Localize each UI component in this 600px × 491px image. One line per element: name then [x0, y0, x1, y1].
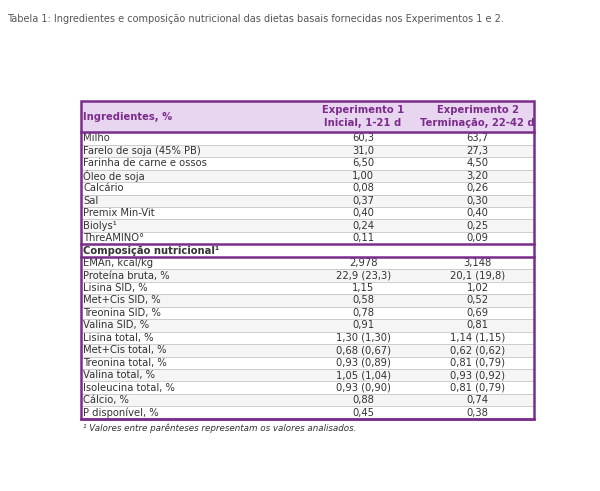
Text: 4,50: 4,50 [467, 159, 488, 168]
Bar [80, 219, 535, 232]
Text: 63,7: 63,7 [467, 134, 489, 143]
Bar [80, 245, 535, 257]
Text: 1,02: 1,02 [467, 283, 489, 293]
Text: Treonina total, %: Treonina total, % [83, 358, 167, 368]
Text: 1,30 (1,30): 1,30 (1,30) [335, 333, 391, 343]
Text: Milho: Milho [83, 134, 110, 143]
Bar [80, 207, 535, 219]
Text: 27,3: 27,3 [467, 146, 489, 156]
Text: 20,1 (19,8): 20,1 (19,8) [450, 271, 505, 280]
Text: 0,58: 0,58 [352, 296, 374, 305]
Text: 0,11: 0,11 [352, 233, 374, 243]
Text: 3,20: 3,20 [467, 171, 488, 181]
Text: 0,24: 0,24 [352, 221, 374, 231]
Bar [80, 132, 535, 145]
Text: 0,38: 0,38 [467, 408, 488, 418]
Text: 22,9 (23,3): 22,9 (23,3) [335, 271, 391, 280]
Text: Lisina total, %: Lisina total, % [83, 333, 154, 343]
Text: Met+Cis total, %: Met+Cis total, % [83, 345, 167, 355]
Text: 0,93 (0,92): 0,93 (0,92) [450, 370, 505, 380]
Text: 0,93 (0,90): 0,93 (0,90) [335, 382, 391, 393]
Text: Ingredientes, %: Ingredientes, % [83, 112, 173, 122]
Text: 31,0: 31,0 [352, 146, 374, 156]
Text: 0,69: 0,69 [467, 308, 489, 318]
Text: Valina total, %: Valina total, % [83, 370, 155, 380]
Text: Premix Min-Vit: Premix Min-Vit [83, 208, 155, 218]
Text: Calcário: Calcário [83, 183, 124, 193]
Text: Farinha de carne e ossos: Farinha de carne e ossos [83, 159, 207, 168]
Text: 6,50: 6,50 [352, 159, 374, 168]
Text: 0,81: 0,81 [467, 321, 488, 330]
Text: Experimento 2
Terminação, 22-42 d: Experimento 2 Terminação, 22-42 d [421, 106, 535, 128]
Text: 0,78: 0,78 [352, 308, 374, 318]
Text: EMAn, kcal/kg: EMAn, kcal/kg [83, 258, 154, 268]
Text: Experimento 1
Inicial, 1-21 d: Experimento 1 Inicial, 1-21 d [322, 106, 404, 128]
Text: 3,148: 3,148 [464, 258, 492, 268]
Bar [80, 356, 535, 369]
Bar [80, 282, 535, 294]
Text: 1,14 (1,15): 1,14 (1,15) [450, 333, 505, 343]
Bar [80, 170, 535, 182]
Text: 1,15: 1,15 [352, 283, 374, 293]
Text: Farelo de soja (45% PB): Farelo de soja (45% PB) [83, 146, 201, 156]
Text: 0,81 (0,79): 0,81 (0,79) [450, 358, 505, 368]
Bar [80, 307, 535, 319]
Text: Composição nutricional¹: Composição nutricional¹ [83, 246, 220, 256]
Bar [80, 270, 535, 282]
Text: Isoleucina total, %: Isoleucina total, % [83, 382, 175, 393]
Bar [80, 344, 535, 356]
Text: 0,62 (0,62): 0,62 (0,62) [450, 345, 505, 355]
Text: Óleo de soja: Óleo de soja [83, 170, 145, 182]
Bar [80, 101, 535, 419]
Bar [80, 194, 535, 207]
Bar [80, 394, 535, 407]
Text: 0,25: 0,25 [467, 221, 489, 231]
Text: P disponível, %: P disponível, % [83, 408, 159, 418]
Text: 0,93 (0,89): 0,93 (0,89) [335, 358, 391, 368]
Text: ThreAMINO°: ThreAMINO° [83, 233, 145, 243]
Text: Biolys¹: Biolys¹ [83, 221, 117, 231]
Text: 0,40: 0,40 [352, 208, 374, 218]
Bar [80, 232, 535, 245]
Text: 60,3: 60,3 [352, 134, 374, 143]
Bar [80, 369, 535, 382]
Text: Cálcio, %: Cálcio, % [83, 395, 129, 405]
Text: 0,30: 0,30 [467, 196, 488, 206]
Text: Sal: Sal [83, 196, 98, 206]
Text: 1,00: 1,00 [352, 171, 374, 181]
Text: 0,09: 0,09 [467, 233, 488, 243]
Text: 1,05 (1,04): 1,05 (1,04) [335, 370, 391, 380]
Bar [80, 407, 535, 419]
Bar [80, 257, 535, 270]
Text: Valina SID, %: Valina SID, % [83, 321, 149, 330]
Text: Tabela 1: Ingredientes e composição nutricional das dietas basais fornecidas nos: Tabela 1: Ingredientes e composição nutr… [7, 14, 504, 24]
Text: 0,45: 0,45 [352, 408, 374, 418]
Text: Lisina SID, %: Lisina SID, % [83, 283, 148, 293]
Bar [80, 382, 535, 394]
Bar [80, 101, 535, 132]
Bar [80, 157, 535, 170]
Bar [80, 319, 535, 331]
Text: 0,08: 0,08 [352, 183, 374, 193]
Text: 0,74: 0,74 [467, 395, 488, 405]
Text: 0,91: 0,91 [352, 321, 374, 330]
Bar [80, 294, 535, 307]
Text: 0,37: 0,37 [352, 196, 374, 206]
Text: ¹ Valores entre parênteses representam os valores analisados.: ¹ Valores entre parênteses representam o… [83, 423, 356, 433]
Text: 0,52: 0,52 [467, 296, 489, 305]
Bar [80, 145, 535, 157]
Text: 0,40: 0,40 [467, 208, 488, 218]
Text: 0,88: 0,88 [352, 395, 374, 405]
Text: Treonina SID, %: Treonina SID, % [83, 308, 161, 318]
Text: 0,26: 0,26 [467, 183, 489, 193]
Text: 0,81 (0,79): 0,81 (0,79) [450, 382, 505, 393]
Text: Proteína bruta, %: Proteína bruta, % [83, 271, 170, 280]
Text: 2,978: 2,978 [349, 258, 377, 268]
Bar [80, 331, 535, 344]
Bar [80, 182, 535, 194]
Text: 0,68 (0,67): 0,68 (0,67) [335, 345, 391, 355]
Text: Met+Cis SID, %: Met+Cis SID, % [83, 296, 161, 305]
